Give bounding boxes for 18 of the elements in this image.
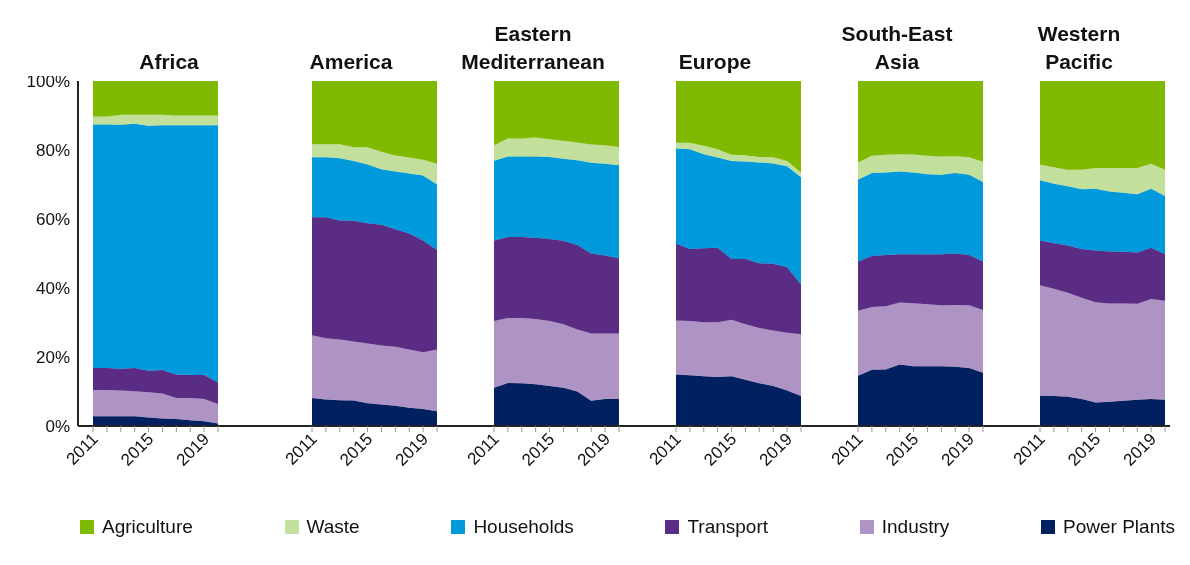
chart-title: Eastern Mediterranean: [460, 21, 606, 75]
legend-label: Households: [473, 516, 574, 538]
y-tick-label: 40%: [35, 279, 70, 299]
y-tick-label: 60%: [35, 210, 70, 230]
legend-label: Waste: [306, 516, 360, 538]
legend-label: Agriculture: [102, 516, 193, 538]
legend-label: Power Plants: [1063, 516, 1175, 538]
y-tick-label: 0%: [45, 417, 70, 437]
chart-title: South-East Asia: [840, 21, 954, 75]
legend-label: Industry: [881, 516, 950, 538]
legend-label: Transport: [687, 516, 769, 538]
chart-title: Africa: [138, 49, 200, 75]
y-tick-label: 80%: [35, 141, 70, 161]
chart-title: Europe: [677, 49, 753, 75]
y-tick-label: 20%: [35, 348, 70, 368]
chart-title: America: [308, 49, 394, 75]
chart-title: Western Pacific: [1036, 21, 1122, 75]
y-tick-label: 100%: [26, 72, 70, 92]
